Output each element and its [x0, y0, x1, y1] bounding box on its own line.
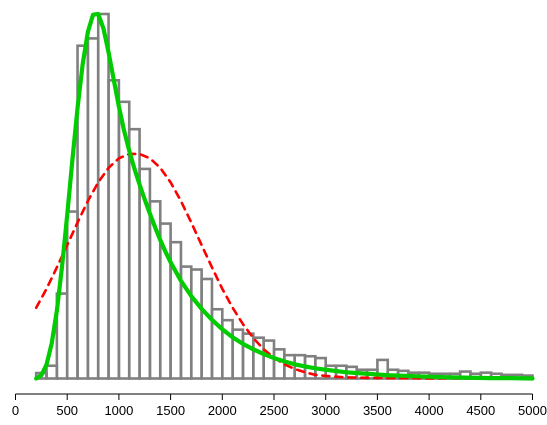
x-tick-label: 0: [12, 403, 19, 418]
x-tick-label: 3500: [363, 403, 392, 418]
histogram-bar: [107, 79, 121, 380]
x-tick-label: 2500: [260, 403, 289, 418]
x-tick-label: 500: [56, 403, 78, 418]
histogram-bar: [200, 277, 214, 380]
histogram-bar: [241, 332, 255, 380]
histogram-bar: [96, 12, 110, 380]
histogram-bar: [45, 364, 59, 380]
x-tick-label: 5000: [518, 403, 547, 418]
x-axis: 0 500 1000 1500 2000 2500 3000 3500 4000 4500 5000: [12, 393, 547, 418]
x-tick-label: 4000: [415, 403, 444, 418]
density-curves: [34, 11, 535, 381]
histogram-bar: [189, 268, 203, 380]
x-tick-label: 3000: [311, 403, 340, 418]
x-tick-label: 1000: [104, 403, 133, 418]
skewed-fit-curve: [34, 11, 535, 381]
histogram-bar: [272, 348, 286, 380]
x-tick-label: 2000: [208, 403, 237, 418]
normal-fit-curve: [34, 152, 534, 380]
x-tick-label: 4500: [466, 403, 495, 418]
x-tick-label: 1500: [156, 403, 185, 418]
histogram-bar: [86, 37, 100, 380]
